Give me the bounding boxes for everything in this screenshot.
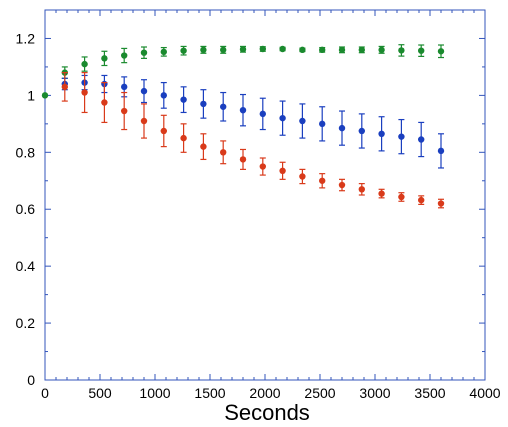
data-point [398, 193, 405, 201]
data-point [319, 177, 326, 184]
data-point [41, 92, 49, 99]
x-tick-label: 1500 [194, 385, 225, 401]
data-point [160, 48, 167, 56]
x-axis-title: Seconds [224, 400, 310, 425]
series-2 [61, 72, 445, 209]
x-tick-label: 0 [41, 385, 49, 401]
plot-frame [44, 9, 486, 381]
y-tick-label: 0.6 [16, 201, 36, 217]
data-point [437, 147, 445, 155]
data-point [338, 124, 346, 132]
data-point [180, 134, 187, 142]
data-point [121, 83, 128, 91]
data-point [259, 110, 266, 118]
data-point [279, 45, 286, 53]
data-point [160, 127, 167, 135]
data-point [299, 173, 306, 180]
data-point [338, 181, 346, 189]
y-tick-label: 0.2 [16, 315, 36, 331]
series-0 [41, 44, 445, 99]
x-tick-label: 3500 [414, 385, 445, 401]
data-point [437, 200, 445, 207]
x-tick-label: 500 [88, 385, 112, 401]
data-point [140, 117, 148, 125]
data-point [220, 46, 227, 54]
data-point [101, 99, 108, 106]
data-point [61, 83, 68, 91]
y-tick-label: 0 [27, 372, 35, 388]
x-tick-label: 2500 [304, 385, 335, 401]
y-tick-label: 1 [27, 87, 35, 103]
data-point [319, 120, 326, 128]
data-point [418, 136, 425, 143]
data-point [259, 163, 266, 170]
data-layer [41, 44, 445, 209]
x-tick-label: 2000 [249, 385, 280, 401]
data-point [200, 100, 207, 108]
data-point [121, 52, 128, 59]
data-point [200, 143, 207, 150]
y-tick-label: 0.8 [16, 144, 36, 160]
data-point [239, 156, 247, 163]
data-point [299, 117, 306, 125]
ticks-layer: 0 500 1000 1500 2000 2500 3000 3500 4000 0 0.2 0.4 0… [16, 10, 501, 401]
data-point [140, 87, 148, 95]
data-point [279, 114, 286, 122]
data-point [358, 46, 365, 54]
data-point [418, 196, 425, 204]
data-point [319, 46, 326, 54]
data-point [239, 46, 247, 53]
data-point [299, 46, 306, 54]
data-point [378, 46, 385, 54]
data-point [418, 47, 425, 54]
series-1 [61, 74, 445, 169]
data-point [398, 47, 405, 54]
data-point [259, 45, 266, 53]
data-point [239, 106, 247, 114]
data-point [180, 47, 187, 54]
data-point [378, 190, 385, 197]
x-tick-label: 1000 [139, 385, 170, 401]
data-point [220, 149, 227, 156]
data-point [358, 186, 365, 193]
data-point [81, 89, 88, 96]
data-point [437, 48, 445, 55]
data-point [160, 92, 167, 99]
data-point [279, 167, 286, 175]
y-tick-label: 0.4 [16, 258, 36, 274]
data-point [200, 46, 207, 54]
data-point [121, 107, 128, 115]
data-point [81, 60, 88, 68]
data-point [220, 103, 227, 110]
data-point [378, 130, 385, 138]
data-point [180, 96, 187, 103]
x-tick-label: 3000 [359, 385, 390, 401]
y-tick-label: 1.2 [16, 30, 36, 46]
data-point [338, 46, 346, 54]
data-point [358, 127, 365, 135]
data-point [398, 133, 405, 140]
x-tick-label: 4000 [469, 385, 500, 401]
data-point [140, 49, 148, 56]
data-point [101, 55, 108, 62]
